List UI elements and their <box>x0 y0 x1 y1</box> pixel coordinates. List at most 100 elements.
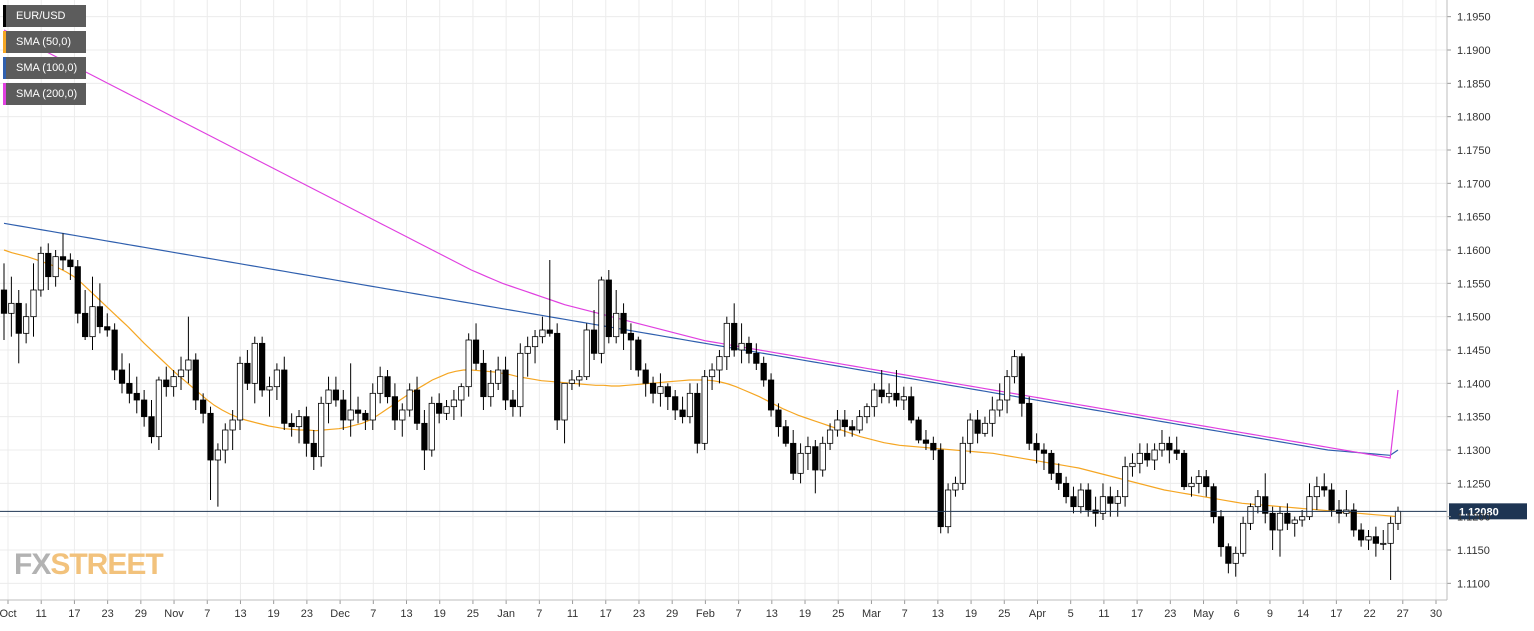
x-tick-label: 7 <box>536 608 542 620</box>
x-tick-label: 9 <box>1267 608 1273 620</box>
x-tick-label: 23 <box>633 608 645 620</box>
candle-body-down <box>1026 402 1033 444</box>
candle-body-up <box>266 386 273 391</box>
legend-swatch <box>3 83 6 105</box>
candle-body-up <box>30 289 37 318</box>
candle-body-up <box>399 409 406 421</box>
legend-item-eurusd[interactable]: EUR/USD <box>3 5 87 27</box>
candle-body-up <box>1240 522 1247 554</box>
legend-item-sma100[interactable]: SMA (100,0) <box>3 57 87 79</box>
candle-body-up <box>185 359 192 371</box>
candle-body-up <box>37 252 44 291</box>
candle-body-up <box>524 346 531 354</box>
candle-body-down <box>59 256 67 261</box>
candle-body-up <box>1129 462 1136 468</box>
candle-body-down <box>849 426 856 431</box>
grid <box>0 0 1447 600</box>
x-tick-label: 17 <box>600 608 612 620</box>
x-tick-label: 27 <box>1397 608 1409 620</box>
candle-body-down <box>767 379 775 411</box>
candle-body-up <box>716 356 723 371</box>
logo-fx: FX <box>14 548 51 581</box>
candle-body-down <box>753 352 760 364</box>
candle-body-down <box>694 392 701 444</box>
x-tick-label: 23 <box>1164 608 1176 620</box>
x-tick-label: 13 <box>766 608 778 620</box>
candle-body-up <box>613 312 620 338</box>
candle-body-down <box>96 306 103 328</box>
fxstreet-logo: FXSTREET <box>14 548 164 582</box>
sma-line-50 <box>3 249 1399 518</box>
candle-body-down <box>627 332 635 341</box>
candle-body-up <box>561 382 568 421</box>
legend-item-sma200[interactable]: SMA (200,0) <box>3 83 87 105</box>
candle-body-up <box>222 429 229 451</box>
candle-body-down <box>878 389 885 398</box>
candle-body-up <box>1247 506 1254 524</box>
candle-body-down <box>554 332 561 421</box>
candle-body-up <box>1313 486 1320 498</box>
candle-body-down <box>104 326 111 331</box>
candle-body-up <box>406 389 413 411</box>
candle-body-down <box>664 386 671 398</box>
x-tick-label: 7 <box>736 608 742 620</box>
legend-swatch <box>3 31 6 53</box>
candle-body-down <box>141 399 148 418</box>
candle-body-up <box>450 399 458 408</box>
candle-body-down <box>310 442 317 458</box>
candle-body-down <box>1018 356 1025 404</box>
candle-body-up <box>251 342 258 384</box>
candle-body-up <box>1306 496 1313 518</box>
legend-item-sma50[interactable]: SMA (50,0) <box>3 31 87 53</box>
candle-body-down <box>679 409 686 418</box>
candle-body-down <box>1166 442 1173 451</box>
candle-body-down <box>118 369 126 384</box>
candle-body-down <box>937 449 944 528</box>
x-tick-label: Nov <box>164 608 184 620</box>
candle-body-down <box>915 419 922 441</box>
candle-body-down <box>74 266 81 314</box>
candle-body-up <box>856 416 863 431</box>
x-tick-label: Dec <box>330 608 350 620</box>
legend-label: SMA (50,0) <box>16 36 72 48</box>
candle-body-down <box>111 329 118 371</box>
y-tick-label: 1.1500 <box>1457 312 1491 324</box>
y-tick-label: 1.1300 <box>1457 445 1491 457</box>
candle-body-up <box>1011 356 1018 378</box>
y-tick-label: 1.1650 <box>1457 212 1491 224</box>
candle-body-up <box>944 489 952 528</box>
x-tick-label: Apr <box>1029 608 1046 620</box>
x-tick-label: 6 <box>1234 608 1240 620</box>
x-tick-label: 23 <box>102 608 114 620</box>
candle-body-up <box>1099 496 1107 514</box>
candle-body-down <box>930 442 937 451</box>
x-tick-label: 25 <box>467 608 479 620</box>
candle-body-up <box>318 402 325 458</box>
candle-body-up <box>1136 452 1143 464</box>
candle-body-down <box>1217 516 1225 548</box>
candle-body-down <box>133 392 140 401</box>
candle-body-down <box>1269 512 1276 531</box>
x-tick-label: 13 <box>932 608 944 620</box>
y-tick-label: 1.1600 <box>1457 245 1491 257</box>
candle-body-up <box>325 389 332 404</box>
candle-body-down <box>1210 486 1217 518</box>
y-tick-label: 1.1700 <box>1457 178 1491 190</box>
y-tick-label: 1.1550 <box>1457 278 1491 290</box>
candle-body-up <box>89 306 96 338</box>
candle-body-up <box>568 379 576 384</box>
logo-street: STREET <box>50 548 163 581</box>
candle-body-down <box>67 259 74 268</box>
candle-body-up <box>1380 542 1387 545</box>
candle-body-down <box>1225 546 1232 564</box>
candle-body-up <box>1158 442 1166 451</box>
candle-body-down <box>1203 476 1210 488</box>
candle-body-up <box>952 482 959 491</box>
candle-body-down <box>635 339 642 371</box>
candle-body-down <box>1284 512 1291 524</box>
candle-body-down <box>259 342 266 391</box>
candle-body-down <box>0 289 8 314</box>
candle-body-down <box>15 302 22 334</box>
candle-body-up <box>347 409 354 421</box>
